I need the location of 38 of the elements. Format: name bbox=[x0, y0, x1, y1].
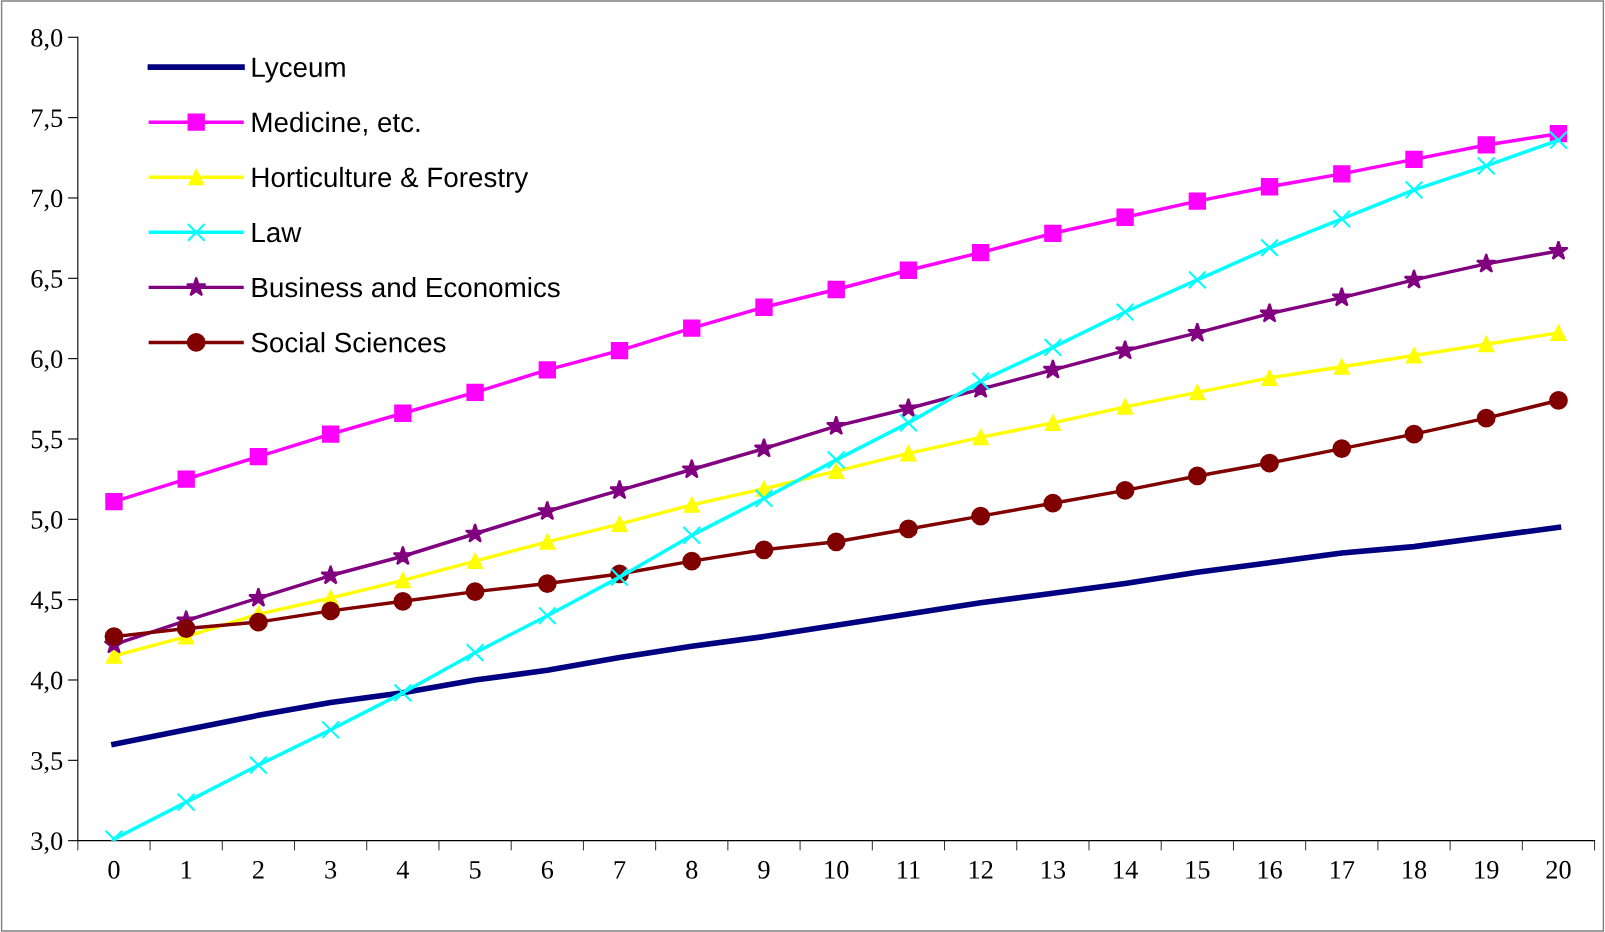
y-tick-label: 7,5 bbox=[32, 109, 63, 131]
legend-label: Horticulture & Forestry bbox=[252, 166, 529, 193]
x-tick-label: 1 bbox=[181, 861, 192, 879]
x-tick-label: 6 bbox=[541, 860, 554, 879]
legend-label: Business and Economics bbox=[252, 276, 560, 298]
y-tick-label: 4,0 bbox=[30, 671, 63, 694]
y-tick-label: 3,0 bbox=[31, 832, 63, 854]
x-tick-label: 5 bbox=[470, 861, 481, 879]
y-tick-label: 5,5 bbox=[31, 430, 63, 453]
x-tick-label: 10 bbox=[825, 860, 849, 879]
legend-label: Law bbox=[252, 222, 302, 243]
x-tick-label: 18 bbox=[1403, 860, 1427, 879]
y-tick-label: 5,0 bbox=[31, 510, 63, 533]
x-tick-label: 16 bbox=[1258, 860, 1282, 879]
legend-label: Lyceum bbox=[252, 57, 345, 83]
y-tick-label: 8,0 bbox=[31, 28, 63, 51]
y-tick-label: 6,5 bbox=[31, 269, 63, 292]
y-tick-label: 4,5 bbox=[30, 591, 63, 613]
x-tick-label: 14 bbox=[1114, 861, 1138, 879]
legend-label: Medicine, etc. bbox=[252, 111, 420, 136]
x-tick-label: 2 bbox=[252, 860, 264, 879]
x-tick-label: 3 bbox=[325, 860, 337, 879]
x-tick-label: 17 bbox=[1330, 861, 1355, 879]
x-tick-label: 19 bbox=[1475, 860, 1499, 879]
y-tick-label: 6,0 bbox=[31, 350, 63, 372]
x-tick-label: 9 bbox=[758, 860, 770, 879]
x-tick-label: 20 bbox=[1546, 860, 1571, 879]
x-tick-label: 4 bbox=[396, 861, 410, 879]
x-tick-label: 11 bbox=[898, 861, 920, 879]
legend-label: Social Sciences bbox=[251, 332, 446, 353]
x-tick-label: 13 bbox=[1042, 860, 1066, 879]
x-tick-label: 0 bbox=[108, 860, 120, 879]
x-tick-label: 8 bbox=[686, 860, 698, 879]
y-tick-label: 7,0 bbox=[32, 189, 63, 212]
x-tick-label: 12 bbox=[969, 860, 993, 879]
x-tick-label: 15 bbox=[1186, 861, 1210, 879]
x-tick-label: 7 bbox=[614, 861, 626, 879]
y-tick-label: 3,5 bbox=[31, 752, 63, 774]
